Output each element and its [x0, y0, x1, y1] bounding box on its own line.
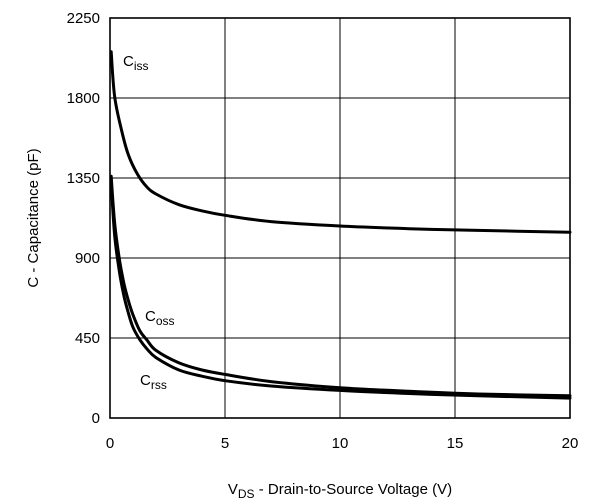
- x-tick-label-1: 5: [221, 435, 229, 452]
- y-axis-title: C - Capacitance (pF): [25, 148, 42, 287]
- series-line-ciss: [109, 50, 572, 234]
- grid-lines: [110, 18, 570, 418]
- x-tick-label-3: 15: [447, 435, 464, 452]
- x-axis-title-rest: - Drain-to-Source Voltage (V): [255, 481, 453, 498]
- series-line-coss: [109, 174, 572, 398]
- y-tick-label-0: 0: [92, 410, 100, 427]
- x-tick-label-0: 0: [106, 435, 114, 452]
- x-tick-label-4: 20: [562, 435, 579, 452]
- series-labels: Ciss Coss Crss: [123, 53, 175, 392]
- y-tick-label-1: 450: [75, 330, 100, 347]
- y-tick-label-2: 900: [75, 250, 100, 267]
- series-curves: [109, 50, 572, 400]
- y-tick-label-4: 1800: [67, 90, 100, 107]
- y-tick-label-3: 1350: [67, 170, 100, 187]
- series-label-ciss: Ciss: [123, 53, 149, 73]
- x-tick-label-2: 10: [332, 435, 349, 452]
- series-line-crss: [109, 181, 572, 400]
- x-axis-title-main: V: [228, 481, 238, 498]
- y-tick-label-5: 2250: [67, 10, 100, 27]
- plot-frame: [109, 17, 571, 419]
- series-label-crss: Crss: [140, 372, 167, 392]
- tick-labels: 0 5 10 15 20 0 450 900 1350 1800 2250: [67, 10, 579, 452]
- series-label-coss: Coss: [145, 308, 175, 328]
- x-axis-title-sub: DS: [238, 487, 255, 501]
- x-axis-title: VDS - Drain-to-Source Voltage (V): [228, 481, 452, 501]
